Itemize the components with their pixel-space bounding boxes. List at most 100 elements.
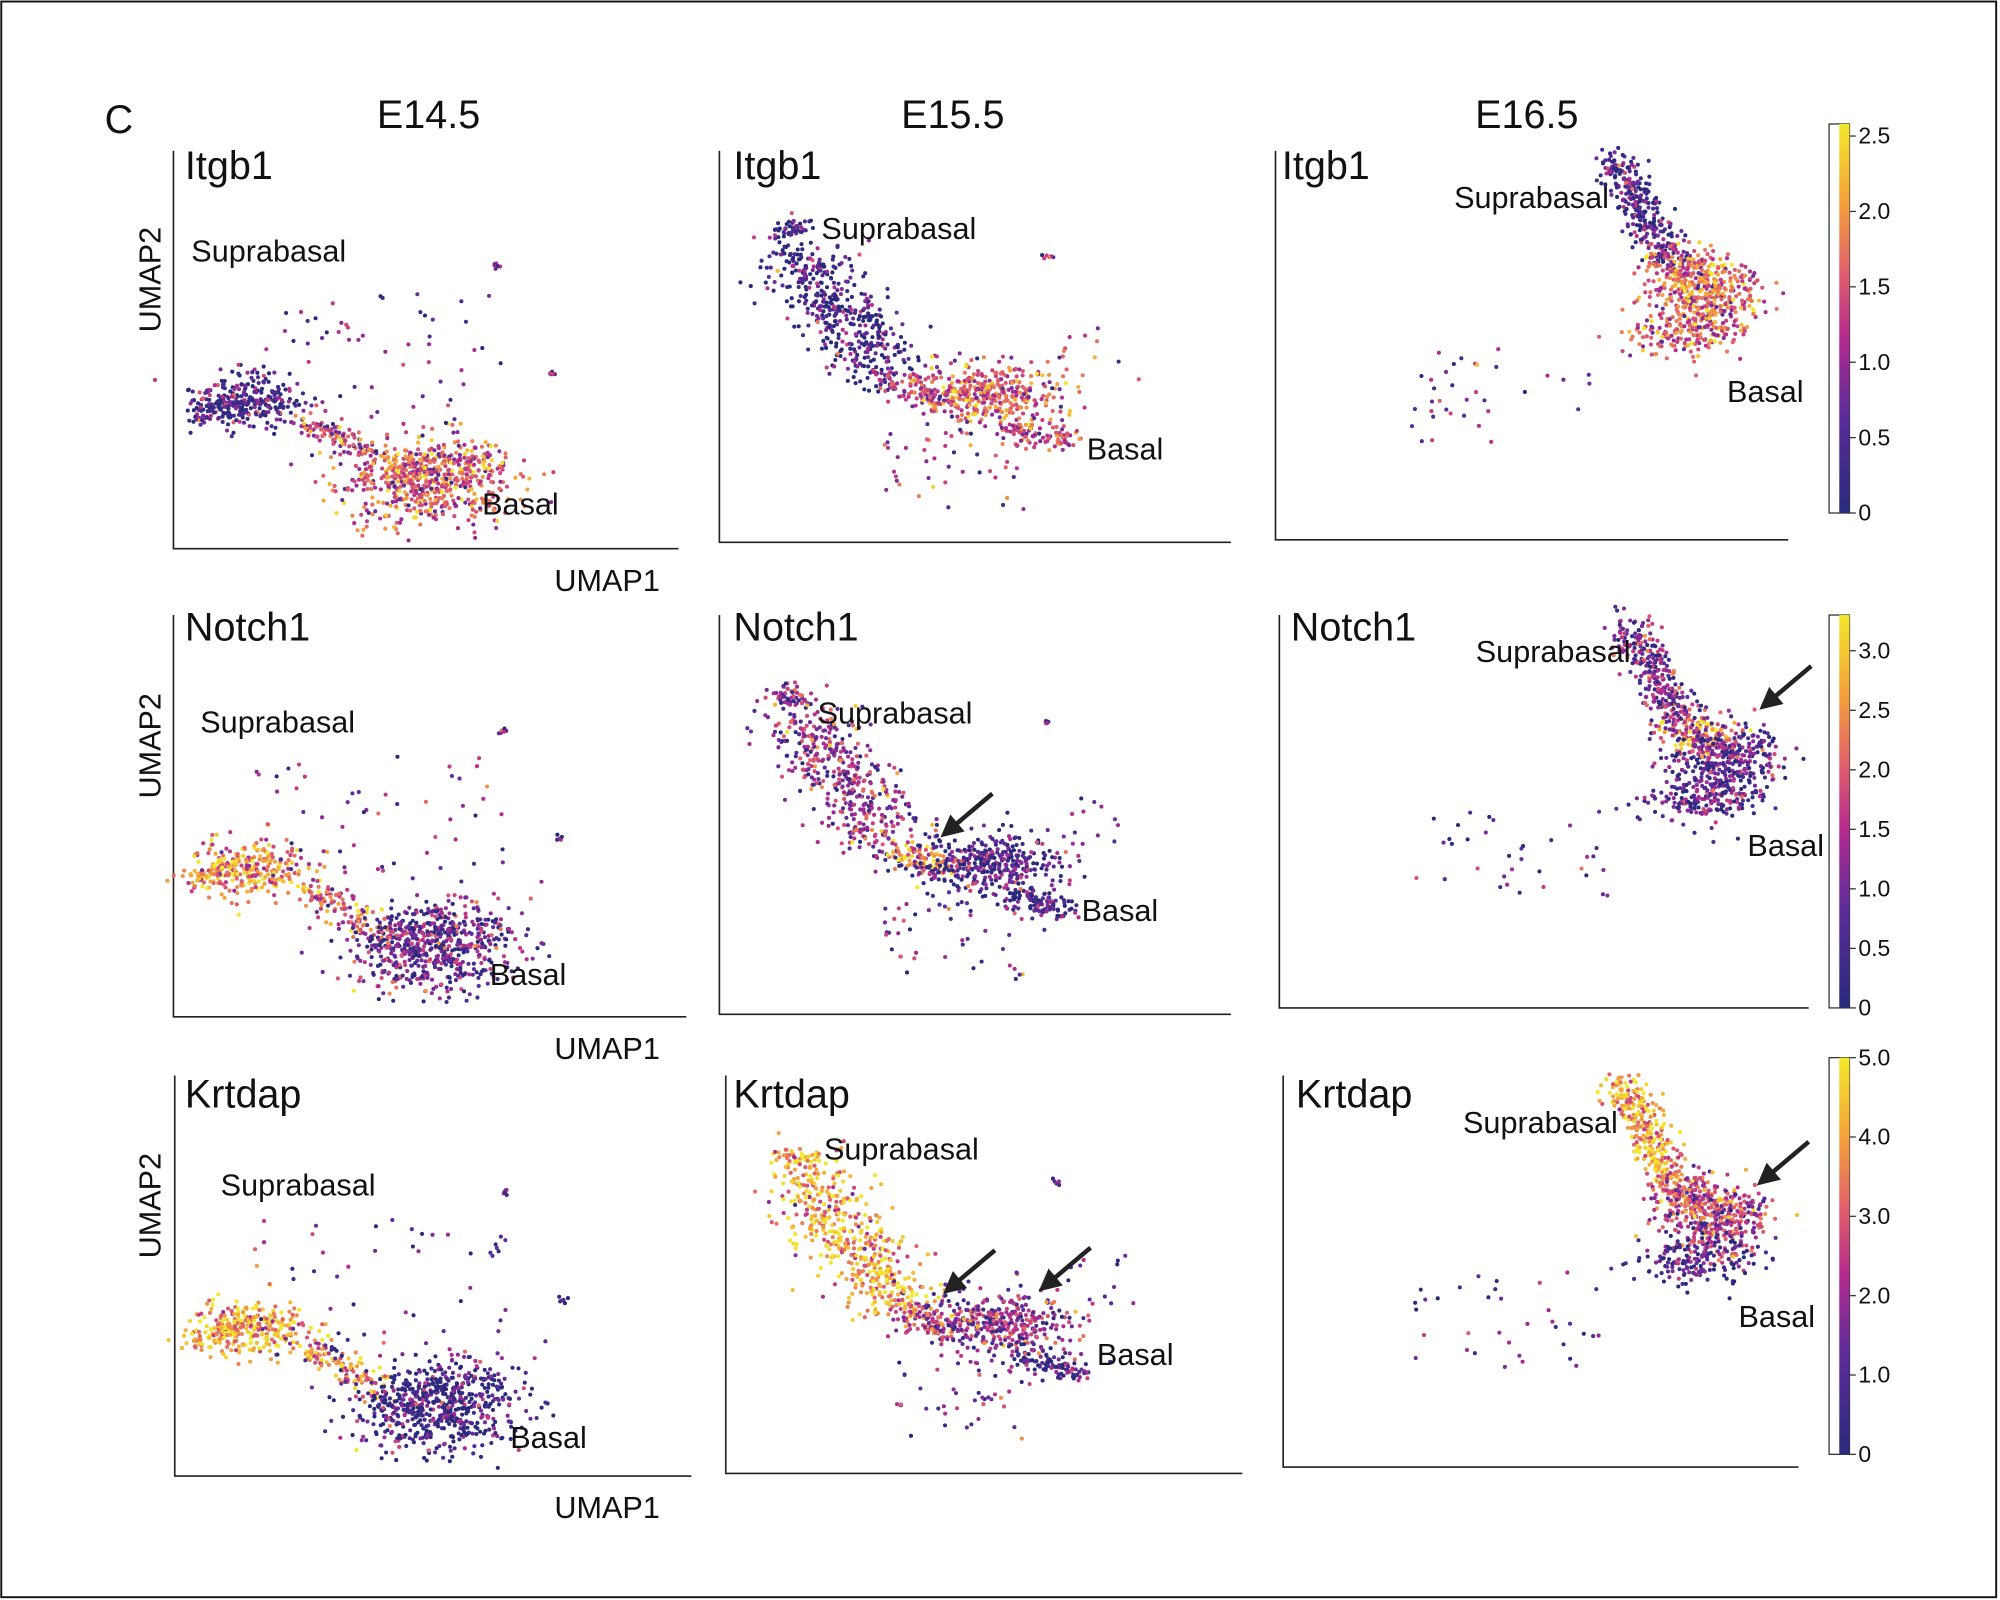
umap-point <box>281 382 286 387</box>
umap-point <box>319 896 324 901</box>
umap-point <box>296 762 302 767</box>
umap-point <box>800 247 805 252</box>
umap-point <box>804 292 809 297</box>
umap-point <box>812 764 817 769</box>
umap-point <box>802 697 807 702</box>
umap-point <box>457 453 462 458</box>
umap-point <box>1692 248 1697 254</box>
umap-point <box>338 849 343 854</box>
umap-point <box>837 781 842 786</box>
umap-point <box>217 403 222 408</box>
umap-point <box>809 691 814 696</box>
umap-point <box>861 364 867 369</box>
umap-point <box>1715 272 1721 277</box>
umap-point <box>815 320 820 325</box>
umap-point <box>907 391 912 396</box>
umap-point <box>504 484 510 489</box>
umap-point <box>827 371 832 376</box>
umap-point <box>950 380 955 386</box>
umap-point <box>771 691 776 696</box>
umap-point <box>330 887 335 892</box>
umap-point <box>498 471 503 476</box>
umap-point <box>902 856 907 861</box>
umap-point <box>1654 271 1659 276</box>
umap-point <box>454 957 460 962</box>
umap-point <box>1020 369 1025 374</box>
umap-point <box>1631 180 1636 185</box>
umap-point <box>902 372 907 377</box>
umap-point <box>452 514 457 519</box>
umap-point <box>365 906 370 911</box>
umap-point <box>301 416 306 421</box>
umap-point <box>469 504 474 509</box>
umap-point <box>1448 411 1453 416</box>
umap-point <box>417 471 422 476</box>
umap-point <box>1522 389 1527 395</box>
umap-point <box>977 470 982 475</box>
umap-point <box>1691 304 1696 309</box>
umap-point <box>378 516 383 521</box>
umap-point <box>1649 335 1654 340</box>
umap-point <box>490 490 495 496</box>
umap-point <box>1732 267 1737 272</box>
umap-point <box>1634 234 1639 239</box>
umap-point <box>782 230 787 235</box>
umap-point <box>900 794 905 799</box>
umap-point <box>452 501 457 506</box>
umap-point <box>1050 386 1055 391</box>
umap-point <box>847 341 852 346</box>
umap-point <box>995 432 1000 437</box>
umap-point <box>857 845 862 850</box>
umap-point <box>1677 262 1683 267</box>
umap-point <box>1711 331 1716 336</box>
umap-point <box>336 329 341 335</box>
umap-point <box>394 965 399 970</box>
umap-point <box>824 314 829 319</box>
umap-point <box>365 944 370 949</box>
umap-point <box>1711 263 1716 268</box>
umap-point <box>1014 402 1019 407</box>
umap-point <box>1647 260 1652 265</box>
umap-point <box>864 753 869 758</box>
umap-point <box>852 283 857 288</box>
umap-point <box>441 442 446 447</box>
umap-point <box>285 850 290 855</box>
umap-point <box>764 687 769 692</box>
umap-point <box>455 942 460 947</box>
umap-point <box>819 288 824 293</box>
umap-point <box>423 989 428 994</box>
umap-point <box>410 876 415 881</box>
umap-point <box>306 359 311 364</box>
umap-point <box>230 878 235 883</box>
umap-point <box>992 393 997 398</box>
umap-point <box>885 445 891 450</box>
umap-point <box>1705 323 1710 328</box>
umap-point <box>498 917 503 922</box>
umap-point <box>1658 219 1664 224</box>
umap-point <box>819 785 824 790</box>
umap-point <box>462 455 467 460</box>
umap-point <box>265 850 270 855</box>
umap-point <box>827 746 833 752</box>
umap-point <box>845 297 850 302</box>
umap-point <box>235 884 240 890</box>
umap-point <box>355 924 360 929</box>
umap-point <box>942 409 947 414</box>
umap-point <box>821 338 826 343</box>
umap-point <box>1649 352 1654 357</box>
umap-point <box>180 873 185 879</box>
umap-point <box>215 383 220 388</box>
umap-point <box>862 778 867 783</box>
umap-point <box>879 819 884 824</box>
umap-point <box>458 895 463 900</box>
umap-point <box>190 389 195 394</box>
umap-point <box>823 345 829 351</box>
umap-point <box>1650 255 1655 260</box>
umap-point <box>413 483 418 489</box>
umap-point <box>1745 325 1750 330</box>
umap-point <box>1712 280 1717 285</box>
umap-point <box>300 391 305 396</box>
umap-point <box>430 501 436 506</box>
umap-point <box>196 859 201 864</box>
umap-point <box>189 873 194 878</box>
